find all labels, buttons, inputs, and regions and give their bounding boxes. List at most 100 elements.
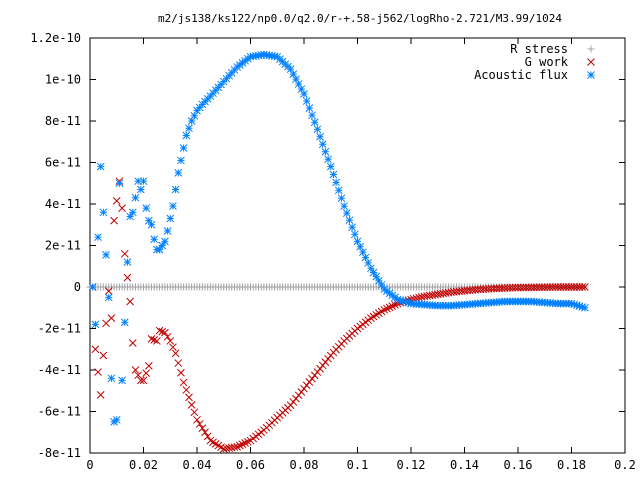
x-tick-label: 0.08	[290, 458, 319, 472]
data-point	[166, 337, 175, 345]
data-point	[380, 305, 389, 314]
data-point	[136, 185, 145, 194]
data-point	[112, 415, 121, 424]
data-point	[324, 155, 332, 164]
data-point	[142, 369, 151, 377]
legend-marker	[587, 58, 595, 66]
data-point	[318, 140, 327, 149]
plot-frame	[89, 37, 626, 454]
y-tick-label: 2e-11	[45, 239, 81, 253]
y-tick-label: 1e-10	[45, 73, 81, 87]
data-point	[310, 118, 319, 127]
data-point	[110, 216, 118, 225]
data-point	[321, 147, 330, 156]
data-point	[337, 194, 346, 203]
data-point	[171, 185, 180, 194]
data-point	[131, 193, 140, 202]
data-point	[150, 336, 159, 344]
data-point	[147, 220, 156, 229]
data-point	[235, 441, 244, 450]
legend-label: Acoustic flux	[474, 68, 568, 82]
data-point	[131, 366, 140, 374]
data-point	[182, 131, 191, 140]
data-point	[128, 208, 137, 217]
data-point	[123, 273, 132, 282]
data-point	[340, 202, 348, 210]
data-point	[99, 351, 108, 360]
x-tick-label: 0.06	[236, 458, 265, 472]
y-tick-label: 1.2e-10	[30, 31, 81, 45]
data-point	[142, 204, 151, 213]
data-point	[326, 162, 335, 171]
data-point	[342, 209, 351, 217]
data-point	[300, 90, 308, 98]
data-point	[163, 332, 172, 341]
data-point	[88, 283, 97, 291]
y-tick-label: 4e-11	[45, 197, 81, 211]
data-point	[174, 169, 183, 177]
data-point	[230, 443, 239, 452]
data-point	[385, 303, 394, 312]
data-point	[179, 144, 188, 152]
data-point	[169, 202, 177, 210]
data-point	[123, 258, 132, 266]
data-point	[102, 250, 110, 259]
data-point	[345, 216, 354, 225]
x-tick-label: 0.12	[397, 458, 426, 472]
data-point	[144, 361, 153, 370]
x-tick-label: 0.1	[347, 458, 369, 472]
data-point	[185, 393, 193, 402]
data-point	[329, 170, 338, 179]
data-point	[182, 386, 191, 394]
data-point	[126, 297, 134, 306]
legend-label: G work	[525, 55, 569, 69]
x-tick-label: 0.02	[129, 458, 158, 472]
data-point	[177, 156, 185, 165]
data-point	[107, 314, 116, 322]
data-point	[177, 368, 185, 377]
data-point	[238, 440, 247, 449]
data-point	[139, 376, 148, 385]
data-point	[171, 349, 180, 358]
data-point	[96, 162, 105, 171]
data-point	[104, 287, 113, 296]
data-point	[388, 302, 397, 310]
data-point	[334, 186, 343, 195]
data-point	[96, 391, 105, 399]
legend-marker	[587, 45, 595, 53]
x-tick-label: 0.18	[557, 458, 586, 472]
data-point	[193, 415, 201, 424]
data-point	[313, 125, 322, 134]
data-point	[578, 283, 587, 291]
data-point	[150, 235, 159, 244]
data-point	[350, 230, 359, 239]
axis-ticks: 0 0.02 0.04 0.06 0.08 0.1 0.12 0.14 0.16 0.18 0.2 -…	[30, 31, 635, 472]
x-tick-label: 0	[86, 458, 93, 472]
data-point	[198, 424, 207, 432]
chart-title: m2/js138/ks122/np0.0/q2.0/r-+.58-j562/lo…	[158, 12, 562, 25]
data-point	[107, 374, 116, 383]
data-point	[161, 237, 169, 246]
data-point	[118, 204, 126, 213]
y-tick-label: -2e-11	[38, 322, 81, 336]
data-point	[581, 283, 589, 291]
data-point	[179, 378, 188, 387]
series-layer	[86, 50, 589, 453]
data-point	[233, 442, 241, 451]
data-point	[91, 320, 100, 329]
data-point	[118, 376, 126, 385]
data-point	[581, 303, 589, 312]
data-point	[115, 179, 124, 188]
data-point	[190, 408, 199, 417]
data-point	[163, 227, 172, 235]
y-tick-label: -6e-11	[38, 405, 81, 419]
y-tick-label: 8e-11	[45, 114, 81, 128]
data-point	[241, 439, 250, 447]
series-acoustic-flux	[88, 50, 589, 426]
data-point	[243, 437, 252, 446]
data-point	[136, 376, 145, 385]
data-point	[187, 401, 196, 409]
data-point	[155, 326, 164, 335]
data-point	[383, 304, 391, 313]
